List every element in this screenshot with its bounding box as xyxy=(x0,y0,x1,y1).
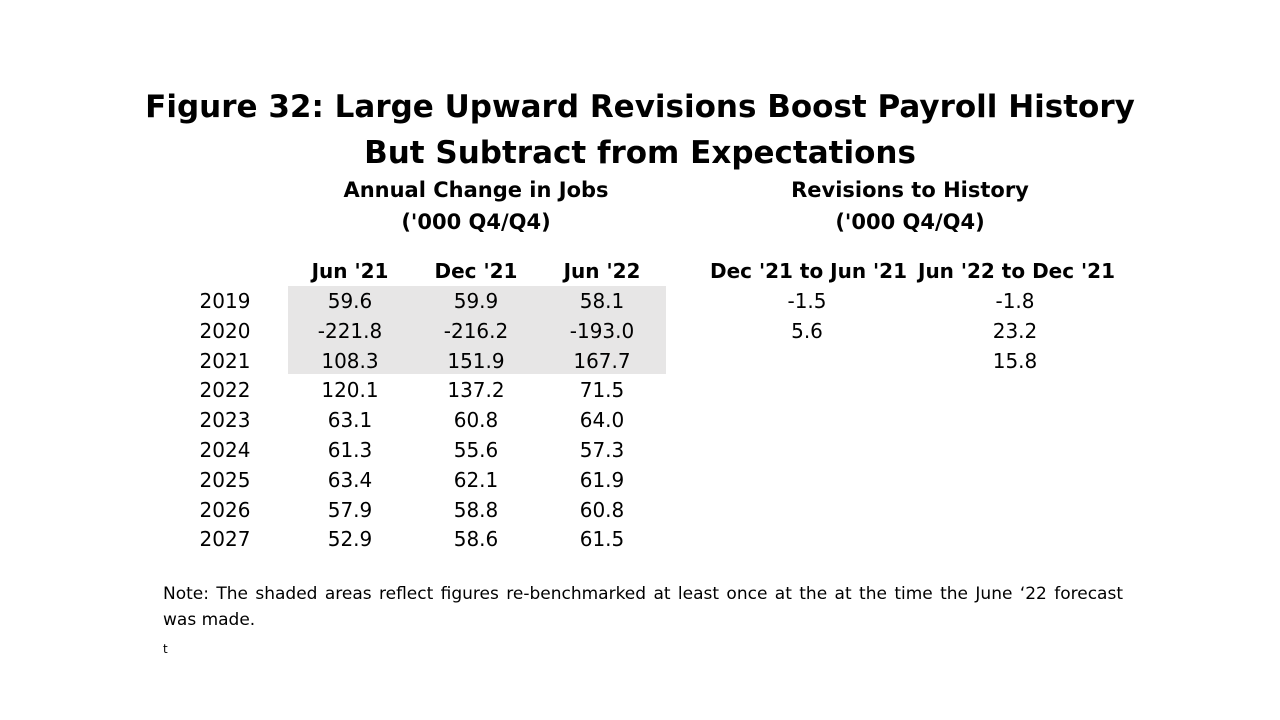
table-cell: -193.0 xyxy=(569,319,635,343)
table-cell: 108.3 xyxy=(321,349,379,373)
footnote: Note: The shaded areas reflect figures r… xyxy=(163,584,1123,630)
row-label-2022: 2022 xyxy=(199,378,251,402)
right-heading-line-2: ('000 Q4/Q4) xyxy=(835,210,985,234)
table-cell: 52.9 xyxy=(327,527,373,551)
row-label-2019: 2019 xyxy=(199,289,251,313)
table-cell: 57.3 xyxy=(579,438,625,462)
left-heading-line-2: ('000 Q4/Q4) xyxy=(401,210,551,234)
row-label-2024: 2024 xyxy=(199,438,251,462)
row-label-2021: 2021 xyxy=(199,349,251,373)
row-label-2025: 2025 xyxy=(199,468,251,492)
figure-title: Figure 32: Large Upward Revisions Boost … xyxy=(0,84,1280,176)
table-cell: 63.1 xyxy=(327,408,373,432)
column-header-dec21: Dec '21 xyxy=(434,259,518,283)
shaded-rebenchmarked-area xyxy=(288,286,666,374)
table-cell: 62.1 xyxy=(453,468,499,492)
table-cell: 59.9 xyxy=(453,289,499,313)
table-cell: -216.2 xyxy=(443,319,509,343)
revision-cell: -1.5 xyxy=(787,289,827,313)
table-cell: 58.8 xyxy=(453,498,499,522)
table-cell: 63.4 xyxy=(327,468,373,492)
table-cell: 120.1 xyxy=(321,378,379,402)
column-header-jun21: Jun '21 xyxy=(311,259,389,283)
right-table-heading: Revisions to History ('000 Q4/Q4) xyxy=(730,174,1090,238)
table-cell: 61.9 xyxy=(579,468,625,492)
revision-cell: 5.6 xyxy=(791,319,823,343)
row-label-2026: 2026 xyxy=(199,498,251,522)
right-heading-line-1: Revisions to History xyxy=(791,178,1029,202)
table-cell: 60.8 xyxy=(579,498,625,522)
table-cell: 137.2 xyxy=(447,378,505,402)
row-label-2027: 2027 xyxy=(199,527,251,551)
row-label-2020: 2020 xyxy=(199,319,251,343)
table-cell: 151.9 xyxy=(447,349,505,373)
table-cell: 61.3 xyxy=(327,438,373,462)
left-heading-line-1: Annual Change in Jobs xyxy=(343,178,609,202)
column-header-jun22: Jun '22 xyxy=(563,259,641,283)
table-cell: 61.5 xyxy=(579,527,625,551)
table-cell: 57.9 xyxy=(327,498,373,522)
row-label-2023: 2023 xyxy=(199,408,251,432)
revision-cell: 23.2 xyxy=(992,319,1038,343)
title-line-1: Figure 32: Large Upward Revisions Boost … xyxy=(145,89,1135,125)
revision-cell xyxy=(710,346,904,376)
table-cell: 167.7 xyxy=(573,349,631,373)
stray-text: t xyxy=(163,642,168,656)
table-cell: -221.8 xyxy=(317,319,383,343)
table-cell: 58.6 xyxy=(453,527,499,551)
column-header-revision-2: Jun '22 to Dec '21 xyxy=(918,259,1116,283)
table-cell: 58.1 xyxy=(579,289,625,313)
table-cell: 64.0 xyxy=(579,408,625,432)
revision-cell: 15.8 xyxy=(992,349,1038,373)
table-cell: 59.6 xyxy=(327,289,373,313)
left-table-heading: Annual Change in Jobs ('000 Q4/Q4) xyxy=(296,174,656,238)
title-line-2: But Subtract from Expectations xyxy=(364,135,916,171)
revision-cell: -1.8 xyxy=(995,289,1035,313)
table-cell: 55.6 xyxy=(453,438,499,462)
column-header-revision-1: Dec '21 to Jun '21 xyxy=(710,259,908,283)
table-cell: 60.8 xyxy=(453,408,499,432)
table-cell: 71.5 xyxy=(579,378,625,402)
